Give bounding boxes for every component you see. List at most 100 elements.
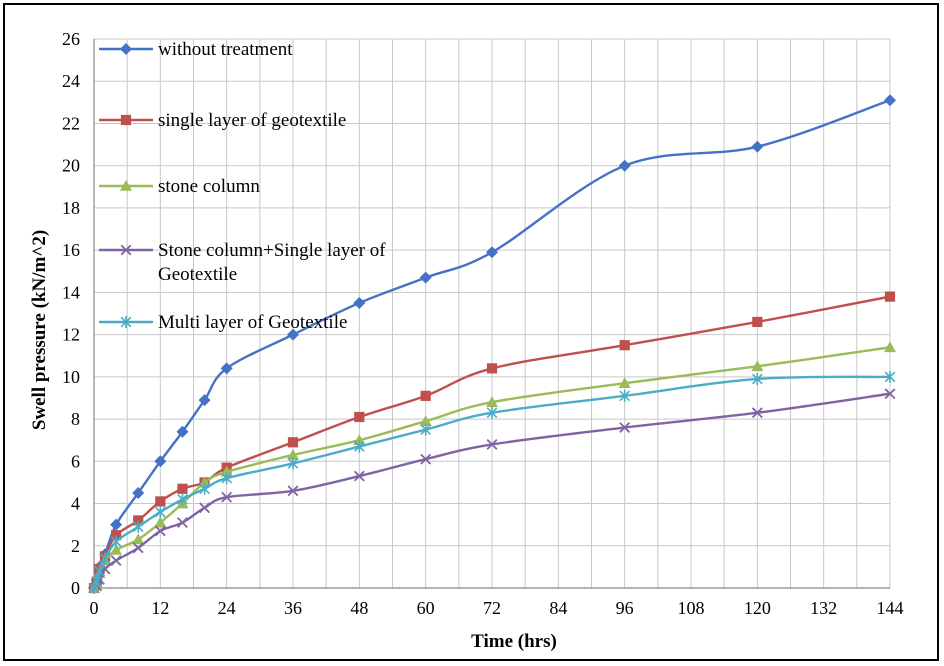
- x-tick-label: 48: [350, 598, 368, 618]
- chart-frame: 0 12 24 36 48 60 72 84 96 108 120 132 144 0 2 4 6 8 10 12 1…: [3, 3, 939, 661]
- x-tick-label: 132: [810, 598, 837, 618]
- data-point: [220, 465, 233, 477]
- legend-entry-5: Multi layer of Geotextile: [99, 312, 347, 333]
- data-point: [751, 407, 763, 419]
- data-point: [419, 271, 432, 284]
- x-tick-label: 84: [549, 598, 567, 618]
- data-point: [420, 453, 432, 465]
- data-point: [110, 518, 123, 531]
- data-point: [751, 372, 763, 385]
- data-point: [110, 555, 122, 566]
- data-point: [221, 491, 233, 503]
- y-tick-label: 6: [71, 451, 80, 471]
- legend-label: Stone column+Single layer of Geotextile: [158, 240, 386, 285]
- data-point: [176, 425, 189, 438]
- data-point: [91, 575, 103, 588]
- x-axis-title: Time (hrs): [471, 631, 557, 652]
- data-point: [287, 485, 299, 497]
- legend-entry-4: Stone column+Single layer of Geotextile: [99, 240, 386, 285]
- x-tick-label: 60: [417, 598, 435, 618]
- x-tick-label: 36: [284, 598, 302, 618]
- data-point: [198, 476, 211, 488]
- axes: [93, 39, 890, 589]
- data-point: [177, 517, 188, 528]
- data-point: [154, 505, 166, 518]
- data-point: [751, 360, 764, 372]
- data-point: [884, 341, 896, 353]
- data-point: [198, 394, 211, 407]
- y-tick-label: 22: [62, 113, 80, 133]
- legend-label: without treatment: [158, 39, 293, 60]
- series-4: [88, 388, 896, 594]
- y-tick-label: 24: [62, 71, 80, 91]
- data-point: [486, 406, 498, 419]
- x-tick-label: 12: [151, 598, 169, 618]
- data-point: [132, 533, 145, 545]
- y-axis-title: Swell pressure (kN/m^2): [29, 230, 50, 430]
- y-tick-label: 0: [71, 578, 80, 598]
- x-tick-label: 72: [483, 598, 501, 618]
- data-point: [111, 530, 122, 541]
- data-point: [354, 411, 365, 423]
- y-tick-label: 12: [62, 325, 80, 345]
- y-tick-label: 20: [62, 156, 80, 176]
- data-point: [132, 542, 144, 554]
- series-5: [88, 370, 896, 594]
- data-point: [199, 482, 210, 495]
- legend-entry-2: single layer of geotextile: [99, 110, 346, 131]
- data-point: [618, 377, 631, 388]
- data-point: [120, 244, 132, 256]
- data-point: [287, 437, 299, 448]
- legend: without treatment single layer of geotext…: [99, 39, 386, 333]
- x-tick-label: 120: [744, 598, 771, 618]
- data-point: [99, 552, 111, 565]
- data-point: [120, 114, 132, 126]
- data-point: [619, 340, 630, 351]
- data-point: [220, 362, 233, 375]
- data-point: [94, 565, 105, 578]
- data-point: [287, 448, 299, 460]
- data-point: [419, 415, 432, 426]
- y-tick-label: 16: [62, 240, 80, 260]
- y-tick-label: 10: [62, 367, 80, 387]
- data-point: [221, 472, 233, 485]
- y-tick-label: 18: [62, 198, 80, 218]
- y-tick-label: 8: [71, 409, 80, 429]
- data-point: [353, 434, 366, 445]
- legend-entry-3: stone column: [99, 176, 260, 197]
- data-point: [486, 246, 498, 259]
- data-point: [120, 316, 132, 328]
- data-point: [486, 396, 498, 407]
- data-point: [177, 483, 188, 494]
- y-tick-label: 14: [62, 282, 80, 302]
- data-point: [120, 180, 132, 191]
- data-point: [884, 370, 896, 383]
- x-tick-label: 96: [616, 598, 634, 618]
- data-point: [884, 291, 896, 302]
- y-tick-label: 2: [71, 536, 80, 556]
- data-point: [884, 94, 896, 107]
- data-point: [486, 363, 498, 374]
- legend-label: single layer of geotextile: [158, 110, 346, 131]
- data-point: [120, 43, 132, 55]
- series-group: [88, 94, 896, 594]
- data-point: [133, 515, 144, 526]
- data-point: [154, 525, 166, 537]
- data-point: [486, 438, 498, 450]
- data-point: [110, 535, 122, 548]
- data-point: [177, 493, 188, 506]
- data-point: [420, 390, 431, 401]
- data-point: [618, 159, 631, 172]
- data-point: [420, 423, 432, 436]
- legend-label: stone column: [158, 176, 260, 197]
- data-point: [619, 422, 631, 433]
- data-point: [353, 470, 365, 482]
- y-tick-label: 26: [62, 29, 80, 49]
- swell-pressure-chart: 0 12 24 36 48 60 72 84 96 108 120 132 144 0246810121…: [29, 29, 904, 652]
- data-point: [287, 457, 299, 470]
- data-point: [287, 328, 299, 341]
- data-point: [353, 296, 366, 309]
- data-point: [110, 543, 123, 555]
- data-point: [353, 440, 365, 453]
